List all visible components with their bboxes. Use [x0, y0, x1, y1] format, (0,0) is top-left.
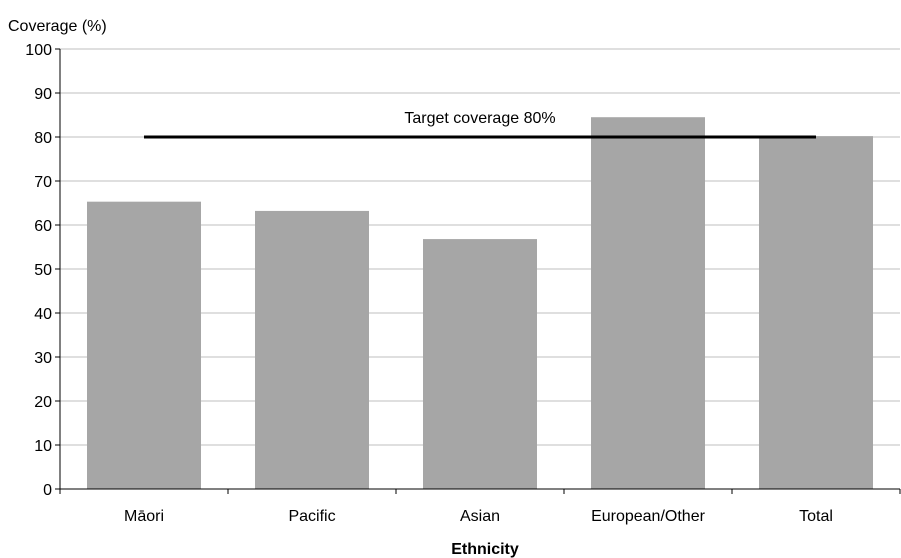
y-tick-label: 20 [34, 394, 52, 411]
y-tick-label: 40 [34, 306, 52, 323]
target-line-label: Target coverage 80% [404, 110, 555, 127]
y-axis-title: Coverage (%) [8, 18, 107, 35]
bar [255, 210, 369, 490]
x-axis-title: Ethnicity [451, 541, 519, 558]
y-tick-label: 30 [34, 350, 52, 367]
y-tick-label: 90 [34, 86, 52, 103]
y-tick-label: 60 [34, 218, 52, 235]
bars [87, 117, 873, 490]
bar [759, 136, 873, 489]
x-tick-label: Māori [124, 508, 164, 525]
y-tick-label: 80 [34, 130, 52, 147]
y-tick-label: 0 [43, 482, 52, 499]
axes [55, 48, 901, 494]
bar [423, 239, 537, 489]
y-tick-label: 10 [34, 438, 52, 455]
y-tick-label: 50 [34, 262, 52, 279]
y-tick-label: 100 [25, 42, 52, 59]
target-reference: Target coverage 80% [144, 110, 816, 139]
bar [591, 117, 705, 489]
x-tick-label: Total [799, 508, 833, 525]
y-tick-label: 70 [34, 174, 52, 191]
bar [87, 201, 201, 489]
y-tick-labels: 0 10 20 30 40 50 60 70 80 90 100 [25, 42, 52, 499]
x-tick-label: Pacific [288, 508, 335, 525]
x-tick-labels: Māori Pacific Asian European/Other Total [124, 508, 833, 525]
x-tick-label: European/Other [591, 508, 706, 525]
x-tick-label: Asian [460, 508, 500, 525]
